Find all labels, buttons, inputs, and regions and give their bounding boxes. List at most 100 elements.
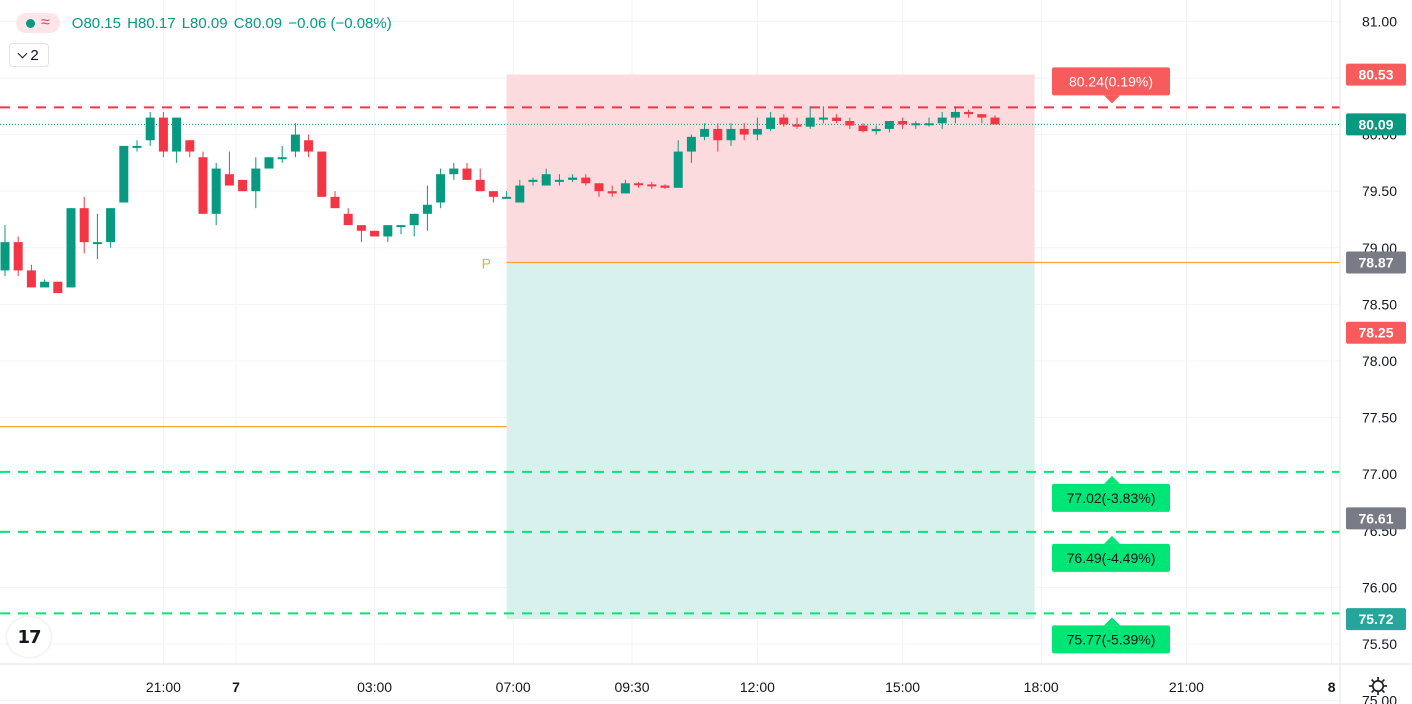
- candle-body: [317, 151, 327, 197]
- x-tick-label: 09:30: [614, 679, 649, 695]
- candle-body: [594, 183, 604, 192]
- candle-body: [304, 140, 314, 152]
- candle-body: [422, 204, 432, 214]
- price-axis-tag-text: 80.53: [1358, 67, 1393, 83]
- candle-body: [383, 225, 393, 237]
- candle-body: [858, 125, 868, 132]
- candle-body: [158, 117, 168, 152]
- candle-body: [924, 123, 934, 126]
- open-value: O80.15: [71, 14, 121, 32]
- candle-body: [224, 174, 234, 186]
- candle-body: [818, 117, 828, 120]
- candle-body: [66, 208, 76, 288]
- y-tick-label: 76.00: [1362, 579, 1397, 595]
- candle-body: [251, 168, 261, 192]
- label-arrow: [1104, 95, 1120, 104]
- candle-body: [211, 168, 221, 214]
- indicator-count: 2: [30, 46, 39, 64]
- label-arrow: [1104, 535, 1120, 544]
- candle-body: [977, 114, 987, 118]
- x-tick-label: 21:00: [146, 679, 181, 695]
- candle-body: [766, 117, 776, 129]
- high-value: H80.17: [127, 14, 176, 32]
- candle-body: [396, 225, 406, 228]
- candle-body: [964, 111, 974, 115]
- candle-body: [515, 185, 525, 203]
- candle-body: [673, 151, 683, 188]
- candle-body: [370, 230, 380, 237]
- candle-body: [554, 179, 564, 182]
- candle-body: [185, 140, 195, 152]
- candle-body: [898, 120, 908, 125]
- label-arrow: [1104, 617, 1120, 626]
- candle-body: [950, 111, 960, 118]
- candle-body: [647, 184, 657, 187]
- candle-body: [106, 208, 116, 243]
- pivot-label: P: [482, 256, 491, 272]
- candle-body: [449, 168, 459, 175]
- price-label-box: [1052, 483, 1170, 512]
- y-tick-label: 79.50: [1362, 183, 1397, 199]
- candle-body: [145, 117, 155, 141]
- price-axis-tag: [1346, 507, 1406, 530]
- y-tick-label: 78.00: [1362, 353, 1397, 369]
- x-tick-label: 8: [1328, 679, 1336, 695]
- logo-text: 17: [17, 626, 41, 648]
- candle-body: [871, 128, 881, 132]
- candle-body: [726, 128, 736, 141]
- candle-body: [462, 168, 472, 180]
- candle-body: [40, 281, 50, 288]
- chevron-down-icon: [17, 48, 28, 58]
- y-tick-label: 75.00: [1362, 693, 1397, 704]
- candle-body: [752, 128, 762, 135]
- candle-body: [119, 145, 129, 203]
- candle-body: [634, 183, 644, 186]
- candle-body: [13, 242, 23, 271]
- x-tick-label: 15:00: [885, 679, 920, 695]
- candle-body: [92, 242, 102, 245]
- price-label-text: 76.49(-4.49%): [1067, 550, 1156, 566]
- candle-body: [488, 191, 498, 197]
- candle-body: [739, 128, 749, 135]
- price-axis-tag-text: 80.09: [1358, 116, 1393, 132]
- candle-body: [528, 179, 538, 182]
- candle-body: [832, 117, 842, 121]
- y-tick-label: 75.50: [1362, 636, 1397, 652]
- candle-body: [475, 179, 485, 192]
- close-value: C80.09: [233, 14, 283, 32]
- candle-body: [884, 120, 894, 129]
- candle-body: [805, 117, 815, 127]
- symbol-status-pill[interactable]: ≈: [16, 13, 60, 33]
- market-open-dot-icon: [26, 18, 35, 28]
- take-profit-zone: [506, 262, 1035, 620]
- candle-body: [53, 281, 63, 294]
- x-tick-label: 03:00: [357, 679, 392, 695]
- low-value: L80.09: [181, 14, 228, 32]
- price-label-box: [1052, 625, 1170, 654]
- tradingview-logo[interactable]: 17: [7, 617, 51, 657]
- candle-body: [277, 157, 287, 160]
- price-axis-tag-text: 78.25: [1358, 325, 1393, 341]
- candle-body: [541, 174, 551, 186]
- price-label-text: 77.02(-3.83%): [1067, 490, 1156, 506]
- candle-body: [620, 183, 630, 194]
- candle-body: [290, 134, 300, 152]
- candle-body: [343, 213, 353, 226]
- indicators-collapse-button[interactable]: 2: [9, 43, 49, 67]
- candle-body: [238, 179, 248, 192]
- price-label-text: 80.24(0.19%): [1069, 73, 1153, 89]
- candle-body: [132, 145, 142, 148]
- candle-body: [686, 136, 696, 152]
- candle-body: [937, 117, 947, 124]
- candle-body: [845, 120, 855, 126]
- price-label-box: [1052, 67, 1170, 96]
- price-axis-tag-text: 76.61: [1358, 510, 1393, 526]
- candle-body: [581, 177, 591, 184]
- price-axis-tag-text: 75.72: [1358, 611, 1393, 627]
- settings-gear-icon[interactable]: [1368, 676, 1388, 696]
- candle-body: [436, 174, 446, 203]
- change-value: −0.06 (−0.08%): [288, 14, 392, 32]
- candle-body: [779, 117, 789, 125]
- candle-body: [700, 128, 710, 137]
